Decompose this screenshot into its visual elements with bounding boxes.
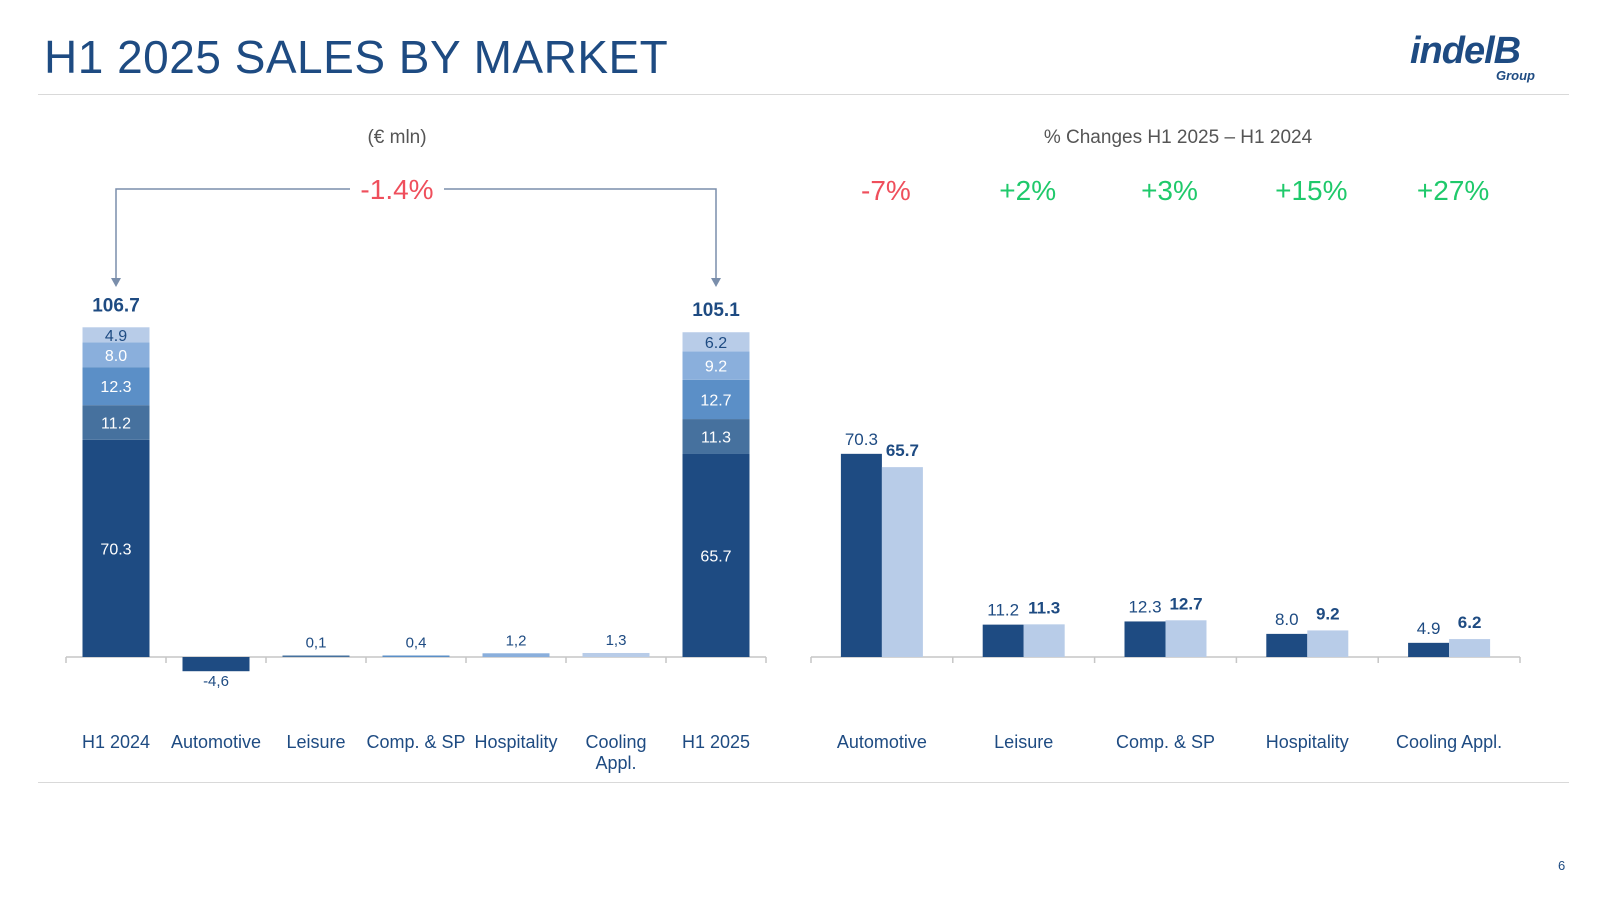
- delta-label-leisure: 0,1: [306, 635, 327, 652]
- grouped-category-label: Automotive: [837, 732, 927, 752]
- grouped-subtitle: % Changes H1 2025 – H1 2024: [1044, 127, 1313, 148]
- bar-h1-2024-automotive: [82, 439, 150, 657]
- waterfall-subtitle: (€ mln): [367, 127, 426, 148]
- delta-label-comp-sp: 0,4: [406, 635, 427, 652]
- bar-label-h1-2025-cooling-appl: 6.2: [705, 335, 727, 352]
- bar-h1-2025-hospitality: [682, 351, 750, 380]
- value-label-h1-2025-cooling-appl: 6.2: [1458, 613, 1482, 632]
- waterfall-category-label: Leisure: [286, 732, 345, 752]
- bracket-arrow-left: [111, 278, 121, 287]
- delta-bar-leisure: [282, 655, 350, 657]
- delta-label-hospitality: 1,2: [506, 632, 527, 649]
- bar-h1-2024-automotive: [840, 453, 882, 657]
- pct-change-comp-sp: +3%: [1141, 175, 1198, 206]
- bar-h1-2025-hospitality: [1307, 630, 1349, 657]
- value-label-h1-2024-hospitality: 8.0: [1275, 610, 1299, 629]
- bar-h1-2024-hospitality: [82, 342, 150, 368]
- total-label-h1-2025: 105.1: [692, 300, 740, 321]
- bar-h1-2024-leisure: [82, 405, 150, 440]
- bar-label-h1-2024-cooling-appl: 4.9: [105, 328, 127, 345]
- bar-label-h1-2024-comp-sp: 12.3: [100, 379, 131, 396]
- total-label-h1-2024: 106.7: [92, 295, 140, 316]
- pct-change-hospitality: +15%: [1275, 175, 1347, 206]
- bar-h1-2025-cooling-appl: [1449, 639, 1491, 657]
- delta-bar-hospitality: [482, 653, 550, 657]
- logo-wordmark: indelB: [1410, 30, 1521, 72]
- page-number: 6: [1558, 858, 1566, 873]
- waterfall-category-label: Comp. & SP: [366, 732, 465, 752]
- bar-h1-2024-comp-sp: [82, 367, 150, 406]
- footer-divider: [38, 782, 1569, 783]
- waterfall-category-label: H1 2024: [82, 732, 150, 752]
- value-label-h1-2024-leisure: 11.2: [987, 601, 1019, 620]
- header-divider: [38, 94, 1569, 95]
- waterfall-category-label: Hospitality: [474, 732, 557, 752]
- delta-bar-comp-sp: [382, 655, 450, 657]
- pct-change-automotive: -7%: [861, 175, 911, 206]
- value-label-h1-2024-automotive: 70.3: [845, 430, 878, 449]
- company-logo: indelB Group: [1400, 30, 1560, 90]
- bracket-change-label: -1.4%: [360, 174, 433, 205]
- delta-bar-automotive: [182, 657, 250, 672]
- delta-bar-cooling-appl: [582, 652, 650, 657]
- bar-h1-2024-cooling-appl: [1408, 642, 1450, 657]
- waterfall-category-label: Cooling: [585, 732, 646, 752]
- grouped-category-label: Cooling Appl.: [1396, 732, 1502, 752]
- pct-change-leisure: +2%: [999, 175, 1056, 206]
- grouped-category-label: Comp. & SP: [1116, 732, 1215, 752]
- bar-h1-2025-leisure: [1023, 624, 1065, 657]
- waterfall-category-label: H1 2025: [682, 732, 750, 752]
- bar-h1-2025-automotive: [881, 467, 923, 657]
- bar-label-h1-2025-comp-sp: 12.7: [700, 392, 731, 409]
- bar-h1-2024-cooling-appl: [82, 327, 150, 343]
- value-label-h1-2025-leisure: 11.3: [1028, 598, 1060, 617]
- bar-h1-2025-comp-sp: [682, 379, 750, 420]
- value-label-h1-2024-comp-sp: 12.3: [1128, 597, 1161, 616]
- bar-label-h1-2024-automotive: 70.3: [100, 541, 131, 558]
- bar-h1-2025-automotive: [682, 453, 750, 657]
- bracket-arrow-right: [711, 278, 721, 287]
- bar-label-h1-2024-leisure: 11.2: [101, 415, 131, 432]
- bar-h1-2025-leisure: [682, 419, 750, 454]
- delta-label-cooling-appl: 1,3: [606, 632, 627, 649]
- bar-h1-2024-leisure: [982, 624, 1024, 657]
- waterfall-category-label: Appl.: [595, 753, 636, 773]
- pct-change-cooling-appl: +27%: [1417, 175, 1489, 206]
- bracket-right: [444, 188, 717, 280]
- bar-label-h1-2025-leisure: 11.3: [701, 430, 731, 447]
- grouped-category-label: Leisure: [994, 732, 1053, 752]
- delta-label-automotive: -4,6: [203, 673, 229, 690]
- bar-label-h1-2025-hospitality: 9.2: [705, 359, 727, 376]
- page-title: H1 2025 SALES BY MARKET: [44, 31, 669, 83]
- bar-h1-2025-comp-sp: [1165, 620, 1207, 657]
- logo-subtitle: Group: [1496, 68, 1535, 83]
- bar-h1-2024-hospitality: [1266, 633, 1308, 657]
- value-label-h1-2025-comp-sp: 12.7: [1169, 594, 1202, 613]
- value-label-h1-2024-cooling-appl: 4.9: [1417, 619, 1441, 638]
- value-label-h1-2025-automotive: 65.7: [886, 441, 919, 460]
- grouped-category-label: Hospitality: [1266, 732, 1349, 752]
- bar-h1-2025-cooling-appl: [682, 332, 750, 352]
- waterfall-category-label: Automotive: [171, 732, 261, 752]
- bracket-left: [115, 188, 350, 280]
- value-label-h1-2025-hospitality: 9.2: [1316, 604, 1340, 623]
- bar-h1-2024-comp-sp: [1124, 621, 1166, 657]
- bar-label-h1-2024-hospitality: 8.0: [105, 348, 127, 365]
- bar-label-h1-2025-automotive: 65.7: [700, 548, 731, 565]
